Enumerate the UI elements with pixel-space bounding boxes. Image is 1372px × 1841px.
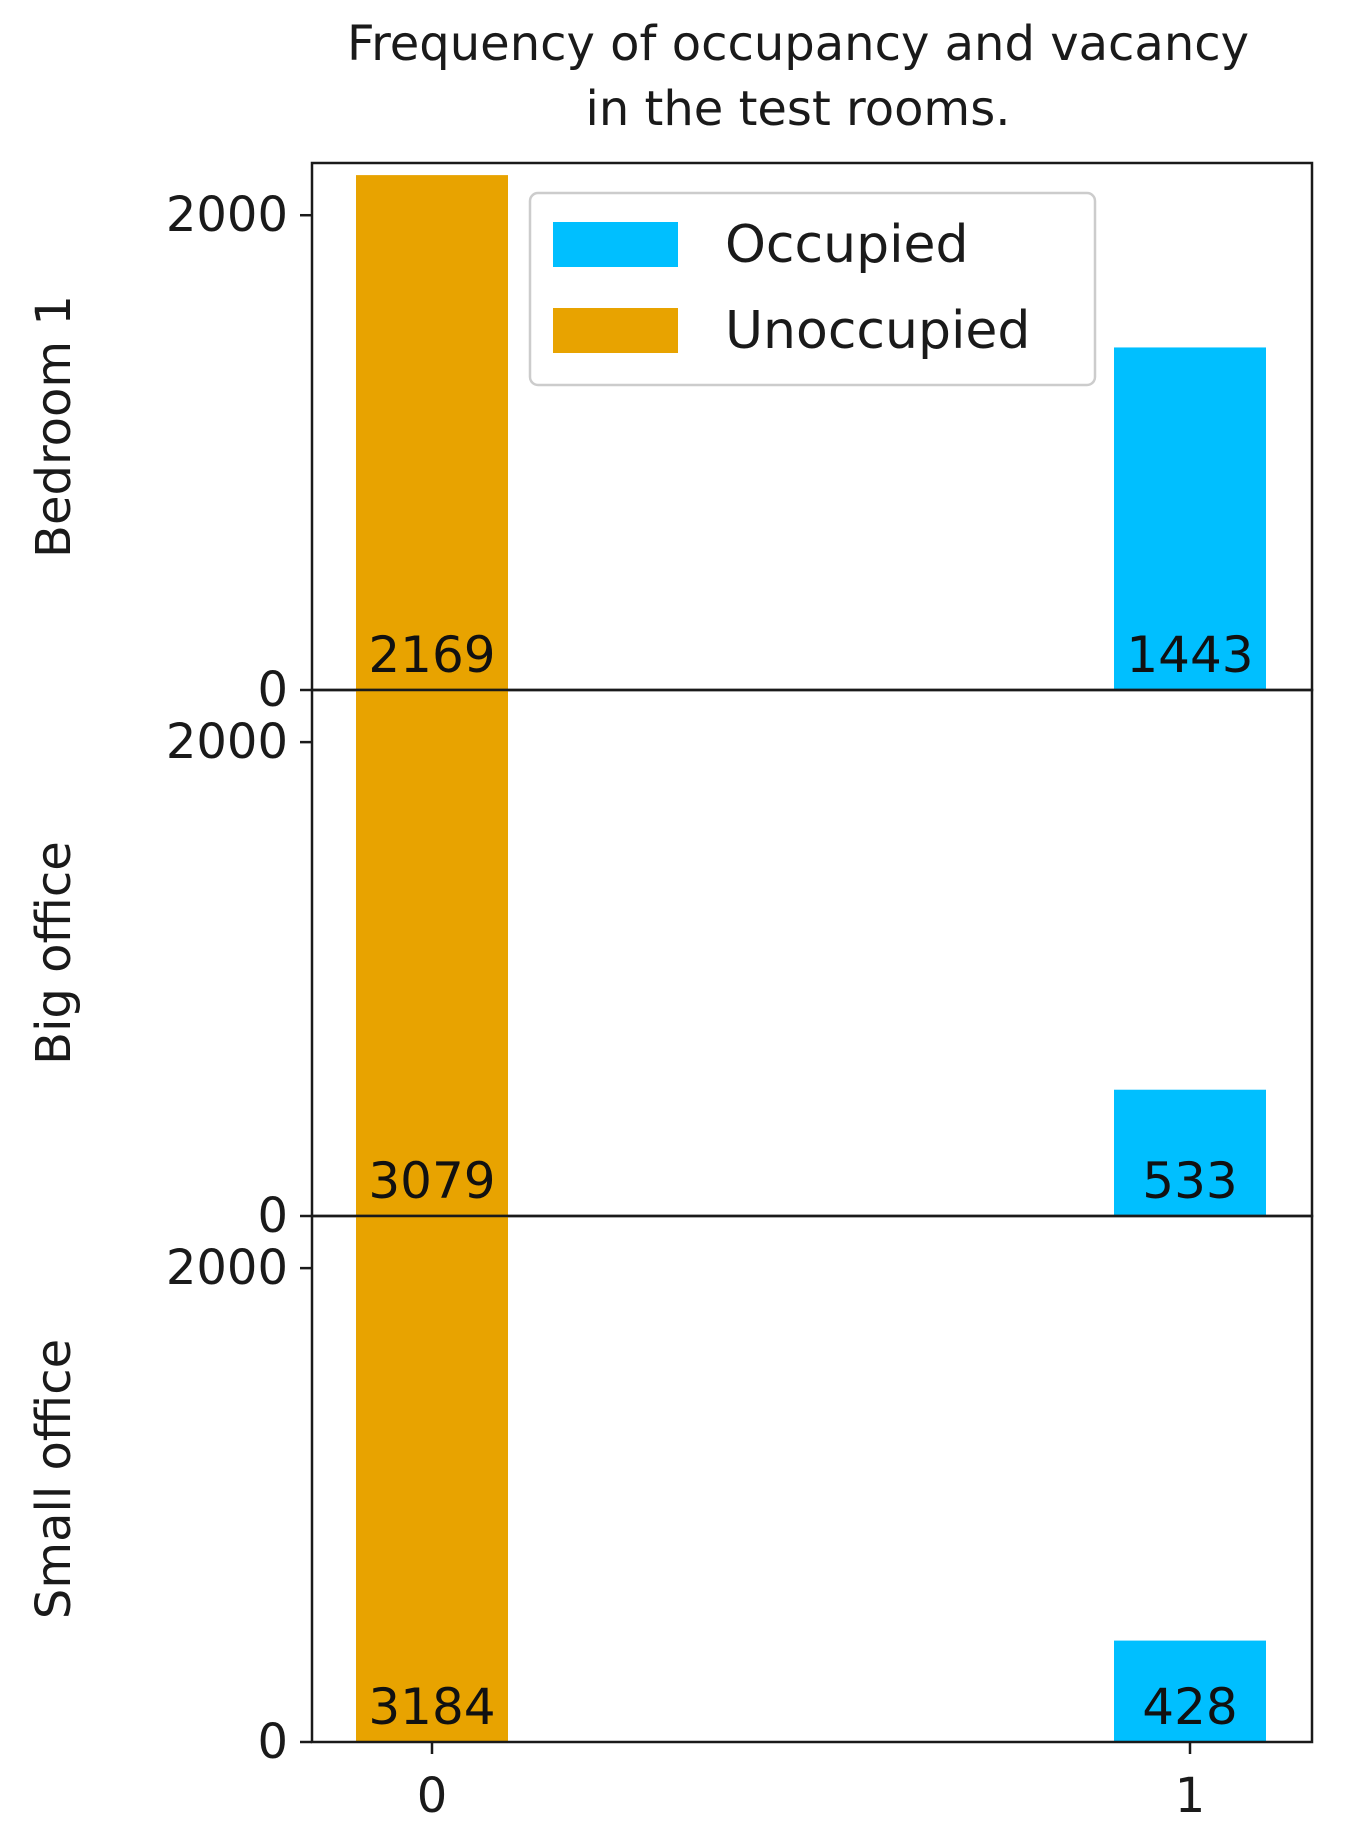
bar-label-occupied: 428 bbox=[1142, 1678, 1237, 1736]
bar-label-occupied: 1443 bbox=[1126, 626, 1253, 684]
panel-1: 2169 1443 0 2000 Bedroom 1 bbox=[26, 161, 1314, 718]
bar-occupied bbox=[1114, 1640, 1266, 1742]
y-axis-label: Small office bbox=[26, 1339, 82, 1619]
legend-label: Occupied bbox=[725, 215, 969, 275]
panel-frame bbox=[310, 1214, 1314, 1744]
panel-3: 3184 428 0 2000 Small office bbox=[26, 1214, 1314, 1770]
y-tick-label: 0 bbox=[257, 1714, 288, 1770]
bar-unoccupied bbox=[356, 175, 508, 690]
x-tick-label: 1 bbox=[1175, 1768, 1206, 1824]
x-tick-label: 0 bbox=[417, 1768, 448, 1824]
legend-swatch bbox=[553, 222, 678, 267]
bar-unoccupied bbox=[356, 1216, 508, 1742]
y-axis-label: Bedroom 1 bbox=[26, 295, 82, 558]
bar-unoccupied bbox=[356, 690, 508, 1216]
y-axis-label: Big office bbox=[26, 841, 82, 1065]
y-tick-label: 2000 bbox=[166, 1240, 288, 1296]
chart-title-line-2: in the test rooms. bbox=[586, 81, 1011, 137]
bar-label-unoccupied: 3079 bbox=[368, 1152, 495, 1210]
bar-label-unoccupied: 3184 bbox=[368, 1678, 495, 1736]
y-tick-label: 2000 bbox=[166, 187, 288, 243]
bar-occupied bbox=[1114, 1089, 1266, 1216]
chart-title-line-1: Frequency of occupancy and vacancy bbox=[347, 16, 1249, 72]
bar-label-unoccupied: 2169 bbox=[368, 626, 495, 684]
y-tick-label: 2000 bbox=[166, 714, 288, 770]
y-tick-label: 0 bbox=[257, 662, 288, 718]
y-tick-label: 0 bbox=[257, 1188, 288, 1244]
legend-swatch bbox=[553, 308, 678, 353]
bar-label-occupied: 533 bbox=[1142, 1152, 1237, 1210]
bar-occupied bbox=[1114, 347, 1266, 690]
legend: Occupied Unoccupied bbox=[528, 191, 1097, 387]
panel-2: 3079 533 0 2000 Big office bbox=[26, 688, 1314, 1244]
legend-label: Unoccupied bbox=[725, 301, 1030, 361]
